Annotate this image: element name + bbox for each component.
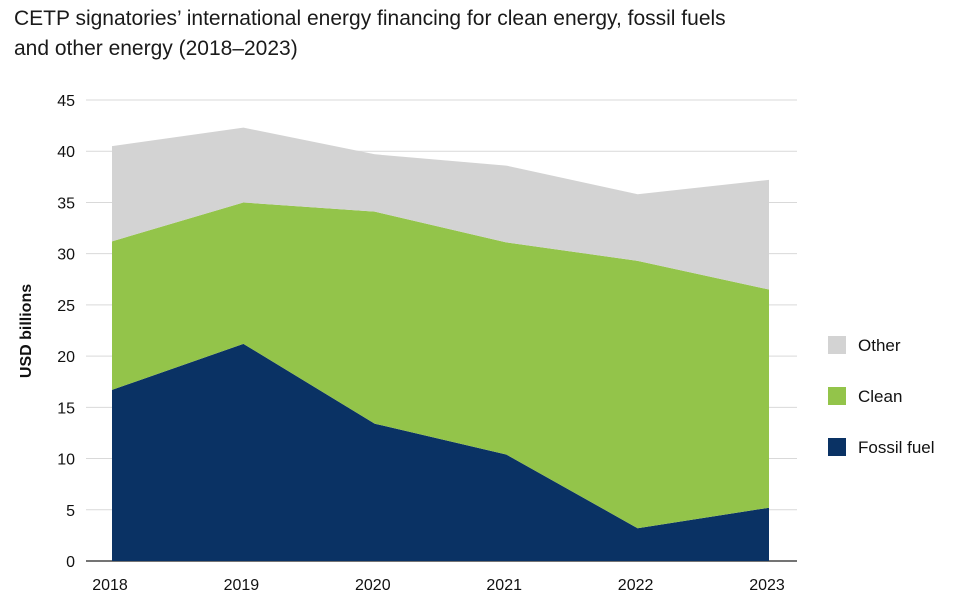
y-tick-label: 10	[57, 452, 75, 469]
y-tick-label: 25	[57, 298, 75, 315]
chart-title-line-1: CETP signatories’ international energy f…	[14, 7, 726, 30]
legend-swatch-fossil-fuel	[828, 438, 846, 456]
area-clean	[112, 202, 769, 529]
y-tick-label: 30	[57, 247, 75, 264]
chart-title: CETP signatories’ international energy f…	[14, 4, 954, 64]
y-tick-label: 20	[57, 349, 75, 366]
area-fossil-fuel	[112, 343, 769, 561]
area-other	[112, 127, 769, 290]
y-axis-tick-labels: 0 5 10 15 20 25 30 35 40 45	[57, 93, 75, 571]
x-tick-label: 2022	[618, 577, 654, 594]
legend-label-fossil-fuel: Fossil fuel	[858, 438, 935, 457]
x-tick-label: 2023	[749, 577, 785, 594]
chart-title-line-2: and other energy (2018–2023)	[14, 37, 298, 60]
y-tick-label: 35	[57, 195, 75, 212]
x-tick-label: 2018	[92, 577, 128, 594]
legend-label-other: Other	[858, 336, 901, 355]
y-tick-label: 5	[66, 503, 75, 520]
y-tick-label: 0	[66, 554, 75, 571]
y-tick-label: 15	[57, 400, 75, 417]
x-tick-label: 2019	[224, 577, 260, 594]
legend-label-clean: Clean	[858, 387, 902, 406]
y-axis-label: USD billions	[18, 284, 35, 378]
legend: Other Clean Fossil fuel	[828, 336, 935, 457]
y-tick-label: 45	[57, 93, 75, 110]
y-tick-label: 40	[57, 144, 75, 161]
x-axis-tick-labels: 2018 2019 2020 2021 2022 2023	[92, 577, 785, 594]
area-series	[112, 127, 769, 561]
legend-swatch-other	[828, 336, 846, 354]
x-tick-label: 2020	[355, 577, 391, 594]
legend-swatch-clean	[828, 387, 846, 405]
x-tick-label: 2021	[486, 577, 522, 594]
